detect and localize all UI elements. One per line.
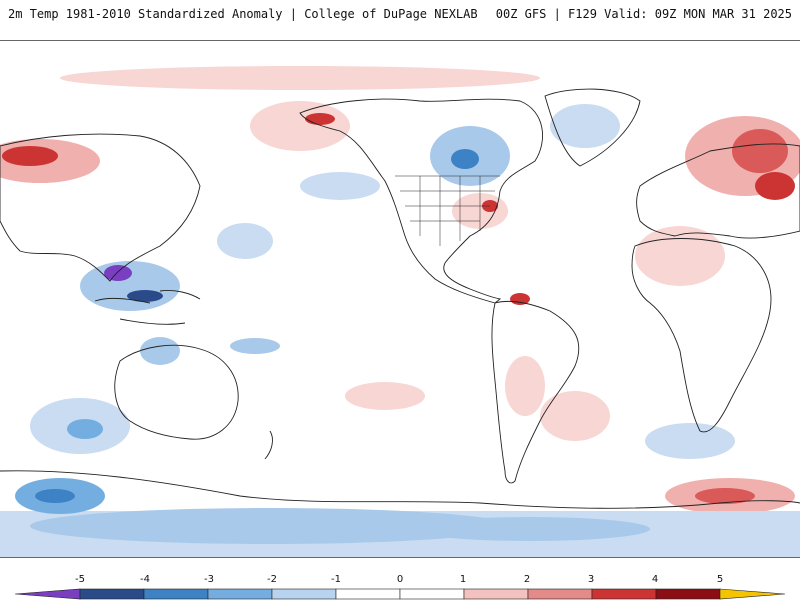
- anomaly-area: [140, 337, 180, 365]
- anomaly-area: [410, 517, 650, 541]
- coastlines: [0, 88, 800, 509]
- anomaly-map[interactable]: [0, 41, 800, 558]
- colorbar-tick: -1: [331, 574, 341, 585]
- anomaly-area: [550, 104, 620, 148]
- anomaly-area: [230, 338, 280, 354]
- continent-outline: [299, 98, 543, 304]
- anomaly-area: [305, 113, 335, 125]
- map-panel[interactable]: [0, 40, 800, 558]
- continent-outline: [491, 300, 580, 484]
- continent-outline: [94, 290, 201, 325]
- anomaly-area: [60, 66, 540, 90]
- colorbar-bin: [399, 588, 465, 600]
- anomaly-area: [505, 356, 545, 416]
- anomaly-area: [732, 129, 788, 173]
- anomaly-area: [35, 489, 75, 503]
- run-info: 00Z GFS | F129 Valid: 09Z MON MAR 31 202…: [495, 7, 792, 21]
- anomaly-area: [451, 149, 479, 169]
- colorbar-min-arrow: [14, 588, 81, 600]
- colorbar-tick: -4: [140, 574, 150, 585]
- anomaly-area: [540, 391, 610, 441]
- anomaly-shading: [0, 66, 800, 557]
- anomaly-area: [645, 423, 735, 459]
- colorbar-bin: [335, 588, 401, 600]
- anomaly-area: [755, 172, 795, 200]
- colorbar-tick: 1: [459, 574, 467, 585]
- header: 2m Temp 1981-2010 Standardized Anomaly |…: [0, 0, 800, 40]
- colorbar-tick: 3: [587, 574, 595, 585]
- colorbar-bin: [143, 588, 209, 600]
- anomaly-area: [80, 261, 180, 311]
- colorbar-tick: 5: [716, 574, 724, 585]
- anomaly-area: [635, 226, 725, 286]
- colorbar-bin: [207, 588, 273, 600]
- colorbar-strip: [14, 588, 786, 600]
- anomaly-area: [345, 382, 425, 410]
- continent-outline: [544, 88, 641, 167]
- state-borders: [395, 175, 500, 246]
- anomaly-area: [2, 146, 58, 166]
- colorbar-tick: 0: [396, 574, 404, 585]
- colorbar-bin: [527, 588, 593, 600]
- colorbar-tick: -2: [267, 574, 277, 585]
- anomaly-area: [250, 101, 350, 151]
- anomaly-area: [695, 488, 755, 504]
- anomaly-area: [30, 508, 510, 544]
- colorbar-bin: [271, 588, 337, 600]
- anomaly-area: [127, 290, 163, 302]
- continent-outline: [114, 344, 239, 440]
- continent-outline: [631, 238, 772, 433]
- anomaly-area: [217, 223, 273, 259]
- colorbar-bin: [79, 588, 145, 600]
- colorbar-tick: -5: [75, 574, 85, 585]
- colorbar-bin: [591, 588, 657, 600]
- colorbar-tick: 4: [651, 574, 659, 585]
- continent-outline: [264, 430, 273, 460]
- colorbar-tick: 2: [523, 574, 531, 585]
- continent-outline: [636, 143, 800, 239]
- colorbar-bin: [655, 588, 721, 600]
- anomaly-area: [300, 172, 380, 200]
- colorbar: -5 -4 -3 -2 -1 0 1 2 3 4 5: [0, 560, 800, 600]
- anomaly-area: [104, 265, 132, 281]
- colorbar-max-arrow: [719, 588, 786, 600]
- colorbar-bin: [463, 588, 529, 600]
- continent-outline: [0, 133, 201, 282]
- colorbar-tick: -3: [204, 574, 214, 585]
- map-title: 2m Temp 1981-2010 Standardized Anomaly |…: [8, 7, 478, 21]
- anomaly-area: [67, 419, 103, 439]
- continent-outline: [0, 470, 800, 509]
